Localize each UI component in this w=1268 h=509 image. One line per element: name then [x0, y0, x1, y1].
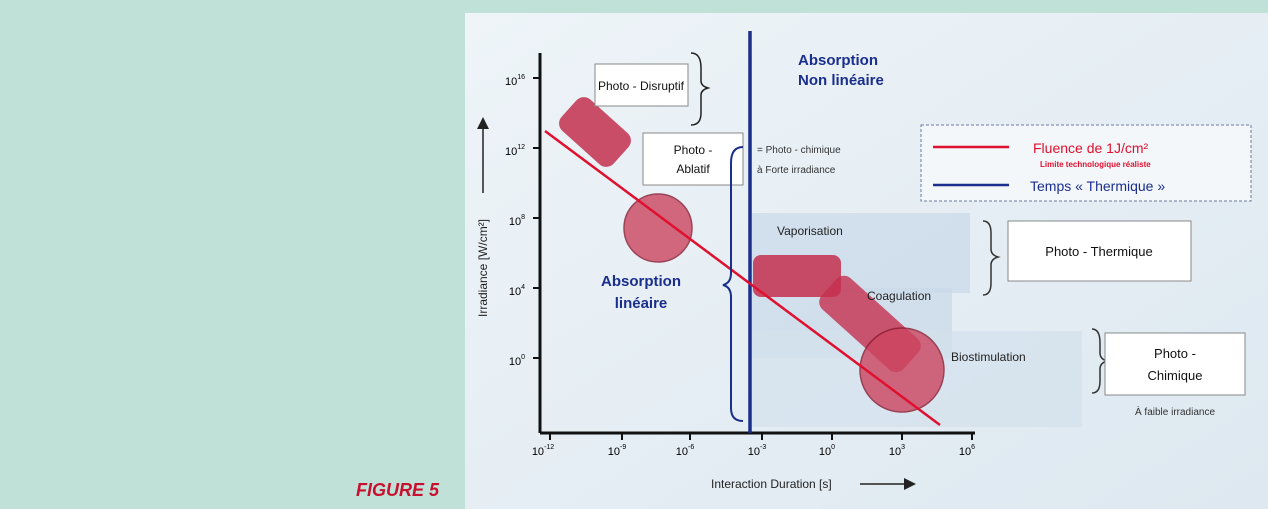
svg-text:106: 106	[959, 444, 975, 458]
legend-fluence-label: Fluence de 1J/cm²	[1033, 140, 1148, 156]
photo-ablatif-label-2: Ablatif	[676, 162, 710, 176]
y-tick-0: 100	[509, 354, 540, 368]
photo-ablatif-label-1: Photo -	[674, 143, 713, 157]
svg-text:10-12: 10-12	[532, 444, 554, 458]
photo-disruptif-region	[559, 97, 631, 167]
thermique-brace	[982, 220, 1001, 296]
x-tick-0: 100	[819, 433, 835, 458]
x-tick-6: 106	[959, 433, 975, 458]
x-tick-m3: 10-3	[748, 433, 767, 458]
linear-brace	[722, 146, 744, 422]
photo-ablatif-region	[623, 193, 693, 263]
photo-disruptif-box	[594, 63, 689, 107]
svg-text:108: 108	[509, 214, 525, 228]
biostimulation-label: Biostimulation	[951, 350, 1026, 364]
laser-interaction-diagram: 1016 1012 108 104 100 10-12 10-9 10-6 10…	[465, 13, 1268, 509]
x-tick-m6: 10-6	[676, 433, 695, 458]
svg-text:1016: 1016	[505, 74, 525, 88]
photochim-forte-label-1: = Photo - chimique	[757, 145, 841, 156]
photo-chimique-box	[1104, 332, 1246, 396]
coagulation-label: Coagulation	[867, 289, 931, 303]
legend-temps-label: Temps « Thermique »	[1030, 178, 1165, 194]
svg-text:104: 104	[509, 284, 525, 298]
absorption-lin-label-2: linéaire	[615, 295, 668, 312]
diagram-panel: 1016 1012 108 104 100 10-12 10-9 10-6 10…	[465, 13, 1268, 509]
svg-text:100: 100	[509, 354, 525, 368]
y-tick-16: 1016	[505, 74, 540, 88]
svg-text:10-6: 10-6	[676, 444, 695, 458]
photochim-forte-label-2: à Forte irradiance	[757, 165, 836, 176]
svg-text:10-9: 10-9	[608, 444, 627, 458]
x-tick-m12: 10-12	[532, 433, 554, 458]
photo-chimique-label-1: Photo -	[1154, 346, 1196, 361]
nonlinear-brace	[690, 52, 711, 126]
vaporisation-label: Vaporisation	[777, 224, 843, 238]
legend-box	[920, 124, 1252, 202]
photo-chimique-label-2: Chimique	[1148, 368, 1203, 383]
photo-ablatif-box	[642, 132, 744, 186]
fluence-line	[544, 129, 941, 427]
svg-text:1012: 1012	[505, 144, 525, 158]
x-tick-m9: 10-9	[608, 433, 627, 458]
y-tick-8: 108	[509, 214, 540, 228]
y-tick-4: 104	[509, 284, 540, 298]
figure-label: FIGURE 5	[356, 480, 440, 500]
x-axis-label: Interaction Duration [s]	[711, 477, 832, 491]
svg-text:100: 100	[819, 444, 835, 458]
x-tick-3: 103	[889, 433, 905, 458]
photo-disruptif-label: Photo - Disruptif	[598, 79, 685, 93]
vaporisation-region	[753, 255, 841, 297]
svg-text:10-3: 10-3	[748, 444, 767, 458]
absorption-lin-label-1: Absorption	[601, 273, 681, 290]
absorption-nonlin-label-2: Non linéaire	[798, 72, 884, 89]
biostimulation-region	[859, 327, 945, 413]
y-axis-label: Irradiance [W/cm²]	[476, 219, 490, 317]
photo-thermique-box	[1007, 220, 1192, 282]
absorption-nonlin-label-1: Absorption	[798, 52, 878, 69]
faible-irradiance-label: À faible irradiance	[1135, 405, 1215, 418]
svg-text:103: 103	[889, 444, 905, 458]
photo-thermique-label: Photo - Thermique	[1045, 244, 1152, 259]
y-tick-12: 1012	[505, 144, 540, 158]
legend-fluence-sub: Limite technologique réaliste	[1040, 160, 1151, 169]
